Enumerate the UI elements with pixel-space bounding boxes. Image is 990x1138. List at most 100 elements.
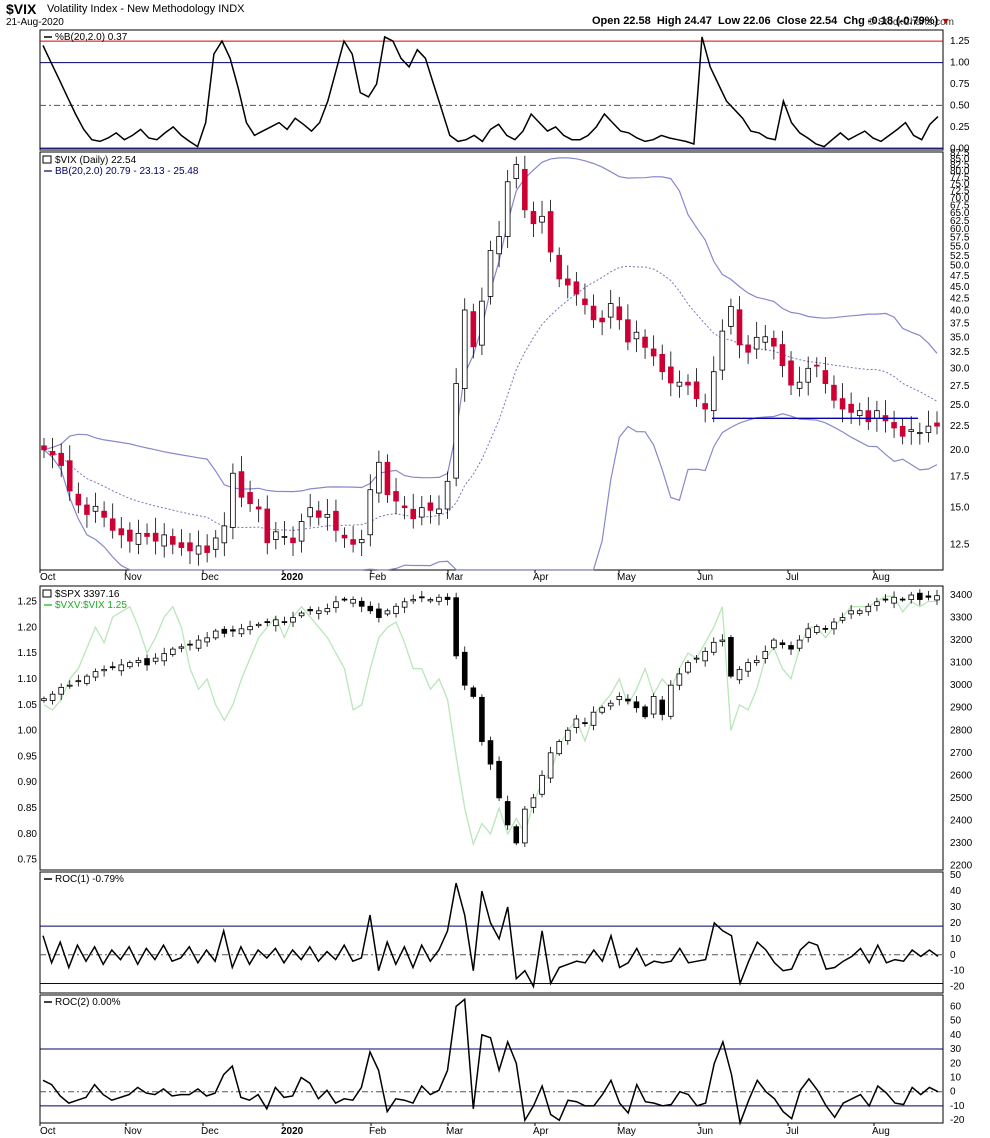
spx-tick-label: 2400 [950,815,973,826]
vix-candle-body [917,432,923,434]
vix-candle-body [376,461,382,494]
spx-candle-body [934,595,940,601]
vix-candle [212,530,219,558]
vix-tick-label: 35.0 [950,332,970,343]
spx-candle [805,622,811,643]
vix-candle [307,494,313,527]
vix-candle [659,344,666,380]
spx-candle-body [745,662,751,672]
vix-candle [573,272,580,306]
vix-candle-body [298,521,305,542]
vix-candle [470,303,477,359]
vix-candle-body [831,384,837,401]
vix-candle [891,410,897,438]
vix-candle-body [238,471,245,498]
spx-candle-body [333,601,339,609]
vix-tick-label: 60.0 [950,224,970,235]
vix-tick-label: 22.5 [950,421,970,432]
spx-candle-body [247,626,253,631]
vix-candle [547,199,554,262]
vix-candle-body [444,480,451,510]
spx-candle [728,635,734,679]
vix-candle-body [856,410,863,416]
roc1-legend: ROC(1) -0.79% [55,874,124,885]
spx-tick-label: 3100 [950,658,973,669]
vix-candle-body [212,537,219,550]
spx-candle [822,625,829,633]
spx-candle [814,624,820,635]
spx-candle-body [49,693,56,701]
spx-candle-body [848,610,854,615]
spx-candle-body [298,612,305,617]
spx-candle-body [925,595,932,598]
spx-candle-body [384,610,391,615]
roc2-tick-label: -20 [950,1115,965,1126]
vix-candle [908,416,915,445]
ratio-tick-label: 0.85 [18,803,38,814]
spx-candle-body [419,596,425,599]
vix-tick-label: 17.5 [950,472,970,483]
vix-tick-label: 82.5 [950,160,970,171]
spx-candle [693,654,700,664]
vix-tick-label: 70.0 [950,193,970,204]
vix-candle [882,400,889,433]
copyright-link[interactable]: © StockCharts.com [867,17,954,28]
pctb-tick-label: 0.50 [950,100,970,111]
ratio-tick-label: 0.80 [18,829,38,840]
spx-candle [333,595,339,613]
roc2-tick-label: 10 [950,1072,962,1083]
vix-candle-body [75,493,82,506]
spx-candle-body [573,718,580,728]
spx-candle [839,612,846,624]
spx-candle-body [75,680,82,683]
vix-tick-label: 20.0 [950,445,970,456]
spx-candle [745,658,751,678]
spx-candle-body [788,645,794,650]
vix-candle [771,330,777,360]
vix-candle [118,517,125,549]
chart-ticker: $VIX [6,1,37,17]
spx-candle-body [461,651,468,686]
vix-candle-body [101,510,107,518]
vix-candle-body [204,545,210,553]
spx-candle-body [839,617,846,621]
spx-candle-body [238,628,245,635]
spx-candle-body [865,605,872,613]
roc2-tick-label: -10 [950,1101,965,1112]
vix-tick-label: 30.0 [950,363,970,374]
vix-legend-swatch [42,155,52,164]
spx-candle [917,589,923,606]
spx-candle [41,696,47,703]
vix-candle [75,482,82,514]
spx-candle [376,603,382,623]
spx-candle-body [479,696,485,742]
vix-candle [762,325,769,351]
spx-candle-body [522,808,528,844]
vix-tick-label: 80.0 [950,166,970,177]
spx-candle [247,620,253,635]
vix-candle [522,155,528,219]
spx-candle-body [779,642,786,646]
vix-candle [461,298,468,402]
vix-candle-body [659,353,666,373]
vix-candle [685,374,691,395]
vix-tick-label: 77.5 [950,173,970,184]
spx-candle [934,589,940,605]
spx-legend-swatch [42,589,52,598]
spx-candle [719,634,726,647]
vix-candle-body [771,337,777,347]
spx-candle [170,646,176,657]
x-tick-label-bottom: Aug [872,1126,890,1137]
spx-candle-body [547,752,554,779]
spx-candle-body [633,701,640,709]
spx-candle [668,680,674,720]
vix-candle [290,526,296,556]
vix-candle [92,492,99,523]
vix-candle-body [753,336,760,350]
spx-candle [101,665,107,677]
vix-candle [650,335,657,366]
vix-candle-body [539,215,545,223]
spx-tick-label: 3300 [950,613,973,624]
vix-tick-label: 42.5 [950,293,970,304]
vix-candle-body [187,542,193,552]
